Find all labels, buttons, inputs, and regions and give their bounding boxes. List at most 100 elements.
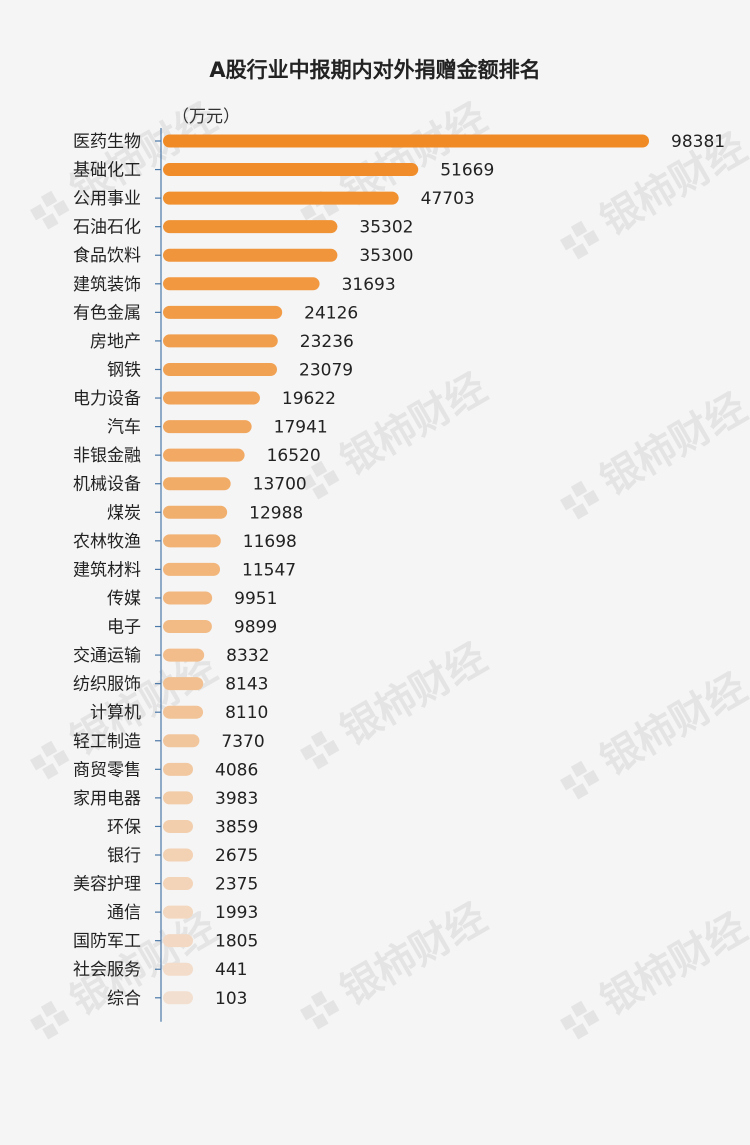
category-label: 非银金融 — [73, 446, 141, 466]
value-label: 47703 — [421, 189, 475, 209]
value-label: 31693 — [342, 275, 396, 295]
bar — [163, 220, 338, 234]
bar — [163, 648, 205, 662]
bar — [163, 562, 221, 576]
bar — [163, 734, 200, 748]
value-label: 4086 — [215, 760, 258, 780]
svg-text:银柿财经: 银柿财经 — [593, 665, 750, 785]
category-label: 建筑装饰 — [73, 275, 141, 295]
value-label: 1805 — [215, 932, 258, 952]
category-label: 钢铁 — [107, 360, 141, 380]
watermark: 银柿财经 — [300, 895, 495, 1030]
category-label: 传媒 — [107, 589, 141, 609]
y-axis — [155, 128, 162, 1022]
value-label: 9899 — [234, 618, 277, 638]
value-label: 7370 — [221, 732, 264, 752]
category-label: 公用事业 — [73, 189, 141, 209]
category-label: 国防军工 — [73, 932, 141, 952]
bar — [163, 505, 228, 519]
value-label: 16520 — [267, 446, 321, 466]
value-label: 11698 — [243, 532, 297, 552]
value-label: 12988 — [249, 503, 303, 523]
value-label: 35302 — [359, 218, 413, 238]
bar — [163, 934, 193, 948]
value-label: 103 — [215, 989, 247, 1009]
bar — [163, 248, 338, 262]
value-label: 13700 — [253, 475, 307, 495]
category-label: 机械设备 — [73, 475, 141, 495]
value-label: 35300 — [359, 246, 413, 266]
category-label: 家用电器 — [73, 789, 141, 809]
category-label: 电子 — [107, 618, 141, 638]
category-label: 建筑材料 — [73, 560, 141, 580]
bar — [163, 991, 193, 1005]
svg-text:银柿财经: 银柿财经 — [333, 895, 495, 1015]
value-label: 9951 — [234, 589, 277, 609]
category-label: 通信 — [107, 903, 141, 923]
value-label: 8143 — [225, 675, 268, 695]
svg-text:银柿财经: 银柿财经 — [593, 385, 750, 505]
value-label: 51669 — [440, 161, 494, 181]
value-label: 441 — [215, 960, 247, 980]
value-label: 23079 — [299, 360, 353, 380]
unit-label: （万元） — [172, 107, 240, 127]
bar — [163, 762, 193, 776]
svg-text:银柿财经: 银柿财经 — [333, 635, 495, 755]
bar — [163, 477, 231, 491]
bar — [163, 620, 212, 634]
category-label: 商贸零售 — [73, 760, 141, 780]
watermark: 银柿财经 — [560, 385, 750, 520]
bar — [163, 791, 193, 805]
category-label: 煤炭 — [107, 503, 141, 523]
bar — [163, 277, 320, 291]
category-label: 美容护理 — [73, 875, 141, 895]
value-label: 8332 — [226, 646, 269, 666]
value-label: 19622 — [282, 389, 336, 409]
bar — [163, 591, 213, 605]
bar — [163, 362, 278, 376]
value-label: 2675 — [215, 846, 258, 866]
category-label: 医药生物 — [73, 132, 141, 152]
value-label: 8110 — [225, 703, 268, 723]
bar — [163, 134, 649, 148]
value-label: 17941 — [274, 418, 328, 438]
bar — [163, 448, 245, 462]
bar — [163, 705, 204, 719]
svg-text:银柿财经: 银柿财经 — [333, 365, 495, 485]
watermark: 银柿财经 — [560, 665, 750, 800]
category-label: 基础化工 — [73, 161, 141, 181]
category-label: 房地产 — [90, 332, 141, 352]
category-label: 社会服务 — [73, 960, 141, 980]
bar — [163, 420, 252, 434]
watermark: 银柿财经 — [300, 635, 495, 770]
value-label: 23236 — [300, 332, 354, 352]
category-label: 轻工制造 — [73, 732, 141, 752]
value-label: 1993 — [215, 903, 258, 923]
category-label: 银行 — [107, 846, 141, 866]
category-label: 纺织服饰 — [73, 675, 141, 695]
chart-title: A股行业中报期内对外捐赠金额排名 — [209, 58, 541, 82]
category-label: 电力设备 — [73, 389, 141, 409]
bar — [163, 819, 193, 833]
value-label: 98381 — [671, 132, 725, 152]
bar — [163, 305, 283, 319]
category-label: 计算机 — [90, 703, 141, 723]
bar — [163, 334, 278, 348]
watermark: 银柿财经 — [560, 905, 750, 1040]
category-label: 有色金属 — [73, 303, 141, 323]
bar — [163, 191, 399, 205]
bar — [163, 962, 193, 976]
category-label: 汽车 — [107, 418, 141, 438]
value-label: 3983 — [215, 789, 258, 809]
value-label: 24126 — [304, 303, 358, 323]
value-label: 2375 — [215, 875, 258, 895]
bar — [163, 877, 193, 891]
bar — [163, 905, 193, 919]
bar — [163, 391, 260, 405]
bar — [163, 677, 204, 691]
category-label: 食品饮料 — [73, 246, 141, 266]
category-label: 石油石化 — [73, 218, 141, 238]
value-label: 11547 — [242, 560, 296, 580]
category-label: 环保 — [107, 817, 141, 837]
